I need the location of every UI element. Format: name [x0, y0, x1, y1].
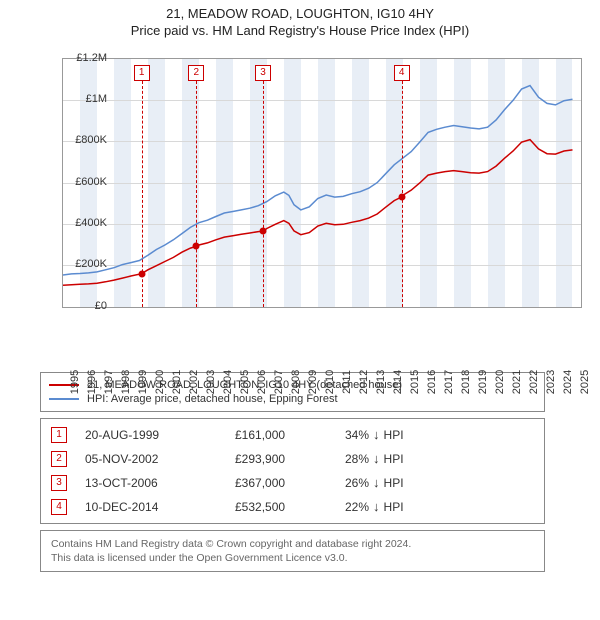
x-tick-label: 2007 [273, 370, 285, 394]
y-tick-label: £1.2M [67, 52, 107, 64]
x-tick-label: 2010 [324, 370, 336, 394]
x-tick-label: 2013 [375, 370, 387, 394]
title-block: 21, MEADOW ROAD, LOUGHTON, IG10 4HY Pric… [0, 0, 600, 40]
marker-box: 1 [134, 65, 150, 81]
tx-marker: 2 [51, 451, 67, 467]
x-tick-label: 1999 [137, 370, 149, 394]
x-tick-label: 2021 [511, 370, 523, 394]
x-tick-label: 2009 [307, 370, 319, 394]
y-tick-label: £200K [67, 258, 107, 270]
y-tick-label: £0 [67, 300, 107, 312]
series_red-line [63, 139, 573, 285]
x-tick-label: 2000 [154, 370, 166, 394]
x-tick-label: 2016 [426, 370, 438, 394]
arrow-down-icon: ↓ [373, 428, 380, 441]
x-tick-label: 2012 [358, 370, 370, 394]
footer-line1: Contains HM Land Registry data © Crown c… [51, 537, 534, 551]
tx-price: £367,000 [235, 476, 345, 490]
x-axis: 1995199619971998199920002001200220032004… [62, 310, 582, 366]
x-tick-label: 1995 [69, 370, 81, 394]
transaction-row: 3 13-OCT-2006£367,00026% ↓ HPI [51, 475, 534, 491]
x-tick-label: 2024 [562, 370, 574, 394]
transaction-point [398, 193, 405, 200]
marker-stem [263, 81, 264, 307]
y-tick-label: £800K [67, 134, 107, 146]
x-tick-label: 2019 [477, 370, 489, 394]
y-tick-label: £1M [67, 93, 107, 105]
tx-diff: 34% ↓ HPI [345, 428, 404, 442]
tx-date: 13-OCT-2006 [85, 476, 235, 490]
tx-diff: 28% ↓ HPI [345, 452, 404, 466]
legend-label-blue: HPI: Average price, detached house, Eppi… [87, 393, 338, 405]
transaction-point [260, 227, 267, 234]
y-tick-label: £600K [67, 176, 107, 188]
transactions-table: 1 20-AUG-1999£161,00034% ↓ HPI 2 05-NOV-200… [40, 418, 545, 524]
x-tick-label: 2025 [579, 370, 591, 394]
tx-date: 05-NOV-2002 [85, 452, 235, 466]
tx-marker: 4 [51, 499, 67, 515]
arrow-down-icon: ↓ [373, 452, 380, 465]
x-tick-label: 2022 [528, 370, 540, 394]
x-tick-label: 2003 [205, 370, 217, 394]
x-tick-label: 2014 [392, 370, 404, 394]
transaction-point [193, 243, 200, 250]
chart: 1 2 3 4 19951996199719981999200020012002200… [20, 48, 590, 368]
transaction-row: 1 20-AUG-1999£161,00034% ↓ HPI [51, 427, 534, 443]
x-tick-label: 1997 [103, 370, 115, 394]
tx-price: £532,500 [235, 500, 345, 514]
arrow-down-icon: ↓ [373, 500, 380, 513]
legend-item-blue: HPI: Average price, detached house, Eppi… [49, 393, 536, 405]
x-tick-label: 2023 [545, 370, 557, 394]
x-tick-label: 2015 [409, 370, 421, 394]
tx-diff: 26% ↓ HPI [345, 476, 404, 490]
tx-date: 20-AUG-1999 [85, 428, 235, 442]
x-tick-label: 2020 [494, 370, 506, 394]
tx-price: £161,000 [235, 428, 345, 442]
x-tick-label: 2002 [188, 370, 200, 394]
transaction-row: 4 10-DEC-2014£532,50022% ↓ HPI [51, 499, 534, 515]
tx-marker: 1 [51, 427, 67, 443]
tx-marker: 3 [51, 475, 67, 491]
marker-stem [196, 81, 197, 307]
x-tick-label: 2006 [256, 370, 268, 394]
transaction-row: 2 05-NOV-2002£293,90028% ↓ HPI [51, 451, 534, 467]
tx-price: £293,900 [235, 452, 345, 466]
x-tick-label: 1998 [120, 370, 132, 394]
page-title: 21, MEADOW ROAD, LOUGHTON, IG10 4HY [0, 6, 600, 23]
x-tick-label: 2011 [341, 370, 353, 394]
page-subtitle: Price paid vs. HM Land Registry's House … [0, 23, 600, 40]
series_blue-line [63, 85, 573, 275]
footer: Contains HM Land Registry data © Crown c… [40, 530, 545, 572]
transaction-point [138, 270, 145, 277]
y-tick-label: £400K [67, 217, 107, 229]
x-tick-label: 2001 [171, 370, 183, 394]
marker-box: 4 [394, 65, 410, 81]
marker-box: 3 [255, 65, 271, 81]
plot-area: 1 2 3 4 [62, 58, 582, 308]
x-tick-label: 1996 [86, 370, 98, 394]
marker-box: 2 [188, 65, 204, 81]
tx-date: 10-DEC-2014 [85, 500, 235, 514]
x-tick-label: 2008 [290, 370, 302, 394]
x-tick-label: 2018 [460, 370, 472, 394]
x-tick-label: 2004 [222, 370, 234, 394]
x-tick-label: 2005 [239, 370, 251, 394]
arrow-down-icon: ↓ [373, 476, 380, 489]
legend-swatch-blue [49, 398, 79, 400]
x-tick-label: 2017 [443, 370, 455, 394]
tx-diff: 22% ↓ HPI [345, 500, 404, 514]
footer-line2: This data is licensed under the Open Gov… [51, 551, 534, 565]
